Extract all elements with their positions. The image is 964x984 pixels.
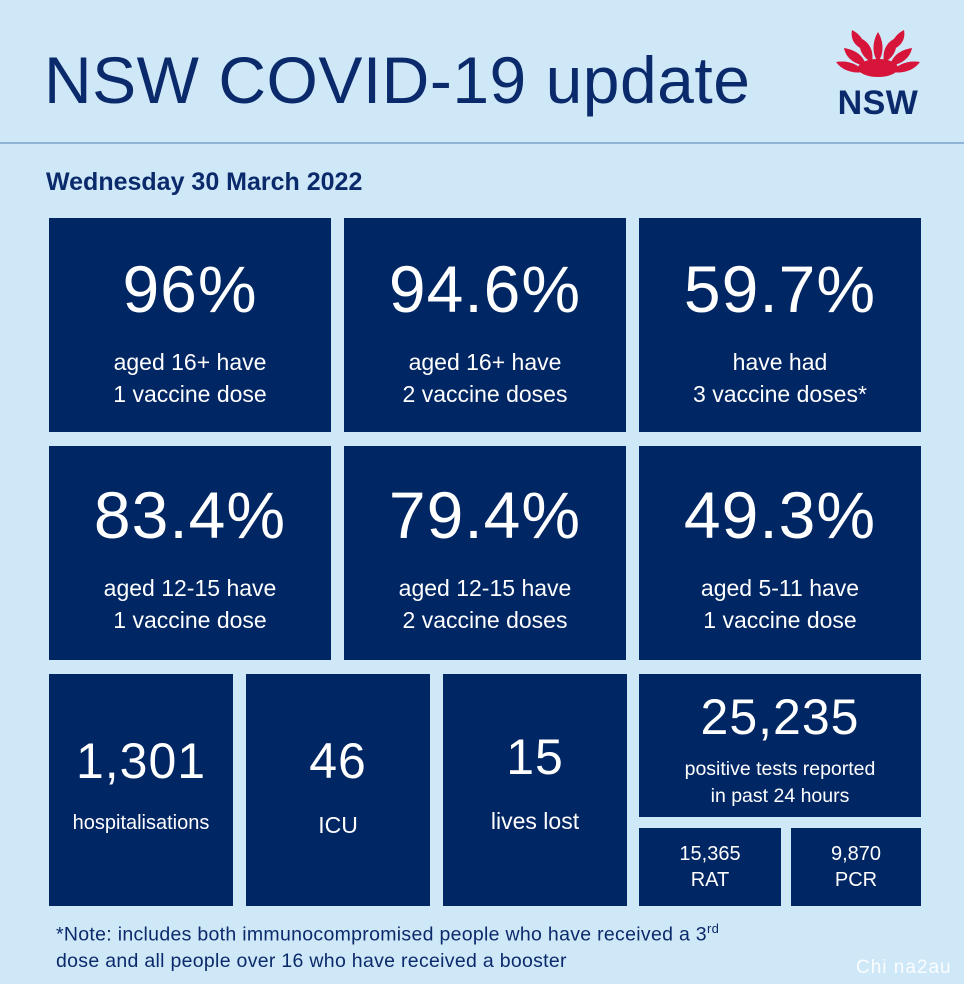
hospitalisations-value: 1,301 [75, 733, 207, 789]
lives-lost-label: lives lost [490, 808, 580, 834]
positive-tests-tile: 25,235 positive tests reported in past 2… [639, 674, 921, 817]
footnote-line2: dose and all people over 16 who have rec… [56, 949, 567, 972]
tile-caption-line1: aged 16+ have [408, 349, 562, 375]
page-title: NSW COVID-19 update [44, 43, 751, 117]
tile-value: 96% [122, 252, 258, 326]
icu-value: 46 [309, 733, 367, 789]
lives-lost-value: 15 [506, 729, 564, 785]
positive-tests-value: 25,235 [700, 689, 860, 745]
tile-value: 59.7% [683, 252, 877, 326]
positive-tests-line2: in past 24 hours [710, 785, 850, 807]
hospitalisations-label: hospitalisations [72, 812, 210, 834]
vaccine-tile: 49.3% aged 5-11 have 1 vaccine dose [639, 446, 921, 660]
tile-caption-line1: aged 12-15 have [103, 575, 277, 601]
tile-caption-line2: 3 vaccine doses* [693, 381, 867, 407]
tile-caption-line1: aged 5-11 have [700, 575, 860, 601]
waratah-icon [836, 30, 920, 77]
tile-caption-line1: aged 12-15 have [398, 575, 572, 601]
positive-tests-line1: positive tests reported [684, 758, 876, 780]
footnote: *Note: includes both immunocompromised p… [56, 916, 916, 974]
vaccine-tile: 96% aged 16+ have 1 vaccine dose [49, 218, 331, 432]
tile-value: 83.4% [93, 478, 287, 552]
rat-label: RAT [690, 869, 730, 891]
tile-caption-line2: 1 vaccine dose [703, 607, 857, 633]
hospitalisations-tile: 1,301 hospitalisations [49, 674, 233, 906]
vaccine-tile: 59.7% have had 3 vaccine doses* [639, 218, 921, 432]
vaccine-tile: 83.4% aged 12-15 have 1 vaccine dose [49, 446, 331, 660]
pcr-label: PCR [834, 869, 878, 891]
tile-value: 49.3% [683, 478, 877, 552]
footnote-superscript: rd [706, 921, 720, 936]
tile-value: 79.4% [388, 478, 582, 552]
pcr-value: 9,870 [830, 843, 882, 865]
tile-caption-line1: aged 16+ have [113, 349, 267, 375]
logo-text: NSW [837, 84, 919, 122]
rat-value: 15,365 [679, 843, 741, 865]
tile-caption-line2: 1 vaccine dose [113, 381, 267, 407]
vaccine-tile: 94.6% aged 16+ have 2 vaccine doses [344, 218, 626, 432]
vaccine-tile: 79.4% aged 12-15 have 2 vaccine doses [344, 446, 626, 660]
tile-value: 94.6% [388, 252, 582, 326]
update-date: Wednesday 30 March 2022 [46, 168, 363, 196]
tile-caption-line2: 2 vaccine doses [402, 381, 568, 407]
tile-caption-line2: 2 vaccine doses [402, 607, 568, 633]
tile-caption-line1: have had [732, 349, 828, 375]
footnote-line1: *Note: includes both immunocompromised p… [56, 923, 707, 946]
watermark: Chi na2au [856, 957, 952, 978]
pcr-tile: 9,870 PCR [791, 828, 921, 906]
tile-caption-line2: 1 vaccine dose [113, 607, 267, 633]
lives-lost-tile: 15 lives lost [443, 674, 627, 906]
icu-tile: 46 ICU [246, 674, 430, 906]
header-divider [0, 142, 964, 144]
nsw-logo: NSW [830, 28, 926, 122]
rat-tile: 15,365 RAT [639, 828, 781, 906]
icu-label: ICU [318, 812, 358, 838]
